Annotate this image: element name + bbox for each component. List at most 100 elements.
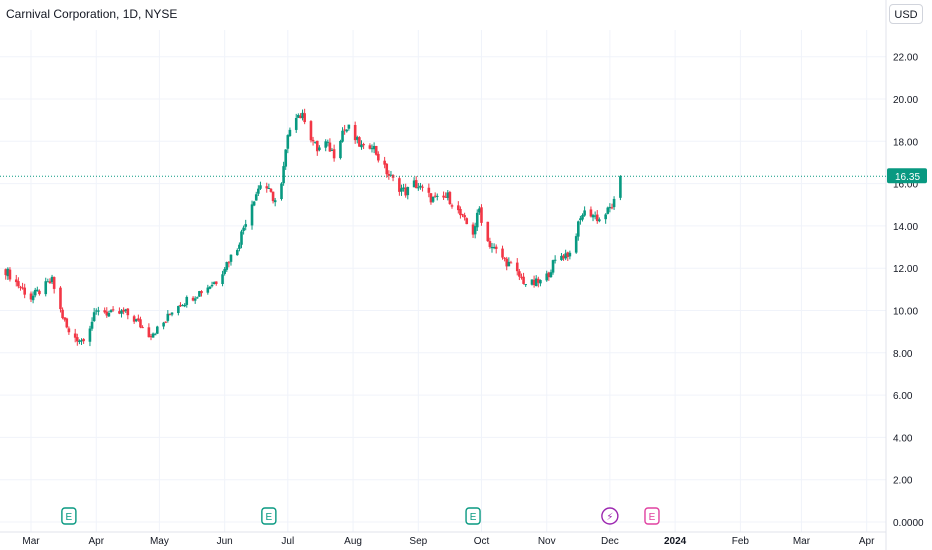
- candle-body[interactable]: [166, 313, 170, 321]
- candle-body[interactable]: [105, 311, 109, 316]
- candle-body[interactable]: [23, 287, 26, 295]
- candle-body[interactable]: [463, 215, 466, 218]
- candle-body[interactable]: [240, 231, 243, 245]
- candle-body[interactable]: [385, 163, 389, 175]
- candle-body[interactable]: [109, 310, 113, 313]
- candle-body[interactable]: [31, 295, 35, 301]
- candle-body[interactable]: [339, 141, 342, 159]
- candle-body[interactable]: [179, 304, 182, 307]
- candle-body[interactable]: [149, 336, 153, 338]
- candle-body[interactable]: [21, 287, 24, 289]
- candle-body[interactable]: [294, 118, 298, 130]
- candle-body[interactable]: [341, 130, 344, 142]
- candle-body[interactable]: [200, 291, 203, 294]
- candle-body[interactable]: [309, 121, 313, 141]
- candle-body[interactable]: [480, 207, 483, 223]
- candle-body[interactable]: [198, 291, 201, 297]
- candle-body[interactable]: [210, 284, 214, 287]
- candle-body[interactable]: [406, 187, 410, 196]
- candle-body[interactable]: [435, 195, 439, 197]
- candle-body[interactable]: [581, 215, 584, 220]
- candle-body[interactable]: [181, 305, 184, 307]
- candle-body[interactable]: [183, 304, 186, 307]
- candle-body[interactable]: [73, 333, 77, 338]
- candle-body[interactable]: [90, 321, 94, 329]
- earnings-event-icon[interactable]: [261, 507, 277, 525]
- candle-body[interactable]: [475, 212, 479, 228]
- earnings-event-icon[interactable]: [465, 507, 481, 525]
- candle-body[interactable]: [566, 252, 570, 257]
- candle-body[interactable]: [606, 207, 610, 214]
- candle-body[interactable]: [518, 271, 521, 277]
- candle-body[interactable]: [111, 309, 115, 311]
- candle-body[interactable]: [419, 185, 422, 188]
- candle-body[interactable]: [486, 221, 490, 242]
- candle-body[interactable]: [107, 312, 111, 317]
- candle-body[interactable]: [214, 281, 218, 284]
- candle-body[interactable]: [604, 214, 607, 220]
- candle-body[interactable]: [14, 279, 18, 283]
- candle-body[interactable]: [134, 319, 138, 322]
- candle-body[interactable]: [404, 187, 407, 196]
- candle-body[interactable]: [459, 208, 462, 216]
- candle-body[interactable]: [598, 219, 601, 222]
- candle-body[interactable]: [505, 258, 509, 267]
- candle-body[interactable]: [195, 297, 199, 299]
- candle-body[interactable]: [431, 196, 435, 202]
- candle-body[interactable]: [250, 204, 254, 226]
- candle-body[interactable]: [76, 337, 79, 342]
- candle-body[interactable]: [589, 209, 593, 217]
- candle-body[interactable]: [229, 254, 233, 262]
- candle-body[interactable]: [238, 244, 241, 249]
- candle-body[interactable]: [282, 166, 285, 184]
- candle-body[interactable]: [448, 192, 452, 205]
- candle-body[interactable]: [59, 287, 62, 310]
- candle-body[interactable]: [577, 221, 580, 237]
- candle-body[interactable]: [162, 322, 165, 327]
- candle-body[interactable]: [560, 255, 563, 261]
- candle-body[interactable]: [400, 188, 403, 192]
- candle-body[interactable]: [520, 276, 523, 278]
- candle-body[interactable]: [313, 141, 317, 143]
- candle-body[interactable]: [267, 187, 271, 189]
- candle-body[interactable]: [353, 124, 357, 141]
- candle-body[interactable]: [433, 195, 437, 197]
- candle-body[interactable]: [427, 187, 431, 193]
- candle-body[interactable]: [271, 191, 275, 202]
- candle-body[interactable]: [355, 137, 359, 140]
- candle-body[interactable]: [442, 195, 445, 198]
- currency-button[interactable]: USD: [889, 4, 923, 24]
- split-event-icon[interactable]: [601, 507, 619, 525]
- candle-body[interactable]: [242, 227, 245, 231]
- candle-body[interactable]: [564, 253, 567, 259]
- candle-body[interactable]: [185, 296, 189, 305]
- candle-body[interactable]: [562, 255, 565, 259]
- candle-body[interactable]: [315, 140, 319, 152]
- candle-body[interactable]: [490, 246, 494, 249]
- candle-body[interactable]: [212, 282, 216, 285]
- candle-body[interactable]: [170, 312, 174, 315]
- candle-body[interactable]: [608, 206, 612, 209]
- candle-body[interactable]: [551, 260, 555, 273]
- candle-body[interactable]: [612, 198, 616, 208]
- candle-body[interactable]: [398, 178, 401, 192]
- candle-body[interactable]: [94, 310, 98, 312]
- candle-body[interactable]: [429, 193, 433, 203]
- candle-body[interactable]: [503, 257, 506, 259]
- candle-body[interactable]: [488, 241, 492, 247]
- candle-body[interactable]: [328, 142, 332, 152]
- candle-body[interactable]: [153, 334, 157, 336]
- candle-body[interactable]: [549, 272, 553, 278]
- candle-body[interactable]: [118, 311, 121, 314]
- candle-body[interactable]: [372, 145, 376, 150]
- candle-body[interactable]: [330, 150, 334, 152]
- candle-body[interactable]: [539, 280, 542, 284]
- candle-body[interactable]: [412, 180, 416, 188]
- candle-body[interactable]: [19, 286, 22, 288]
- candle-body[interactable]: [568, 252, 572, 257]
- candle-body[interactable]: [50, 276, 54, 283]
- candle-body[interactable]: [44, 281, 48, 295]
- candle-body[interactable]: [478, 208, 481, 213]
